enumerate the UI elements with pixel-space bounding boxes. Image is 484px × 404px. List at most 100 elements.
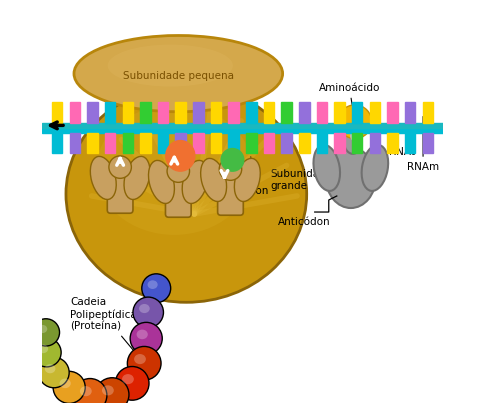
Bar	[369, 102, 379, 123]
Ellipse shape	[109, 156, 131, 178]
Bar	[299, 102, 309, 123]
Ellipse shape	[337, 105, 371, 139]
Ellipse shape	[134, 354, 146, 364]
Bar	[122, 133, 133, 153]
Bar	[299, 133, 309, 153]
Ellipse shape	[141, 274, 170, 303]
Ellipse shape	[80, 386, 91, 396]
Text: Cadeia
Polipeptídica
(Proteína): Cadeia Polipeptídica (Proteína)	[70, 297, 142, 361]
Bar	[387, 102, 397, 123]
Ellipse shape	[313, 145, 339, 191]
Bar	[69, 102, 80, 123]
Ellipse shape	[38, 325, 47, 333]
FancyBboxPatch shape	[217, 171, 243, 215]
Bar	[228, 133, 239, 153]
Bar	[211, 133, 221, 153]
Ellipse shape	[66, 86, 306, 302]
Text: RNAt: RNAt	[388, 147, 414, 157]
Ellipse shape	[74, 36, 282, 112]
Ellipse shape	[220, 148, 244, 172]
Bar	[140, 133, 151, 153]
Ellipse shape	[136, 330, 148, 339]
Bar	[193, 102, 203, 123]
Ellipse shape	[148, 160, 174, 204]
Bar	[87, 102, 97, 123]
Ellipse shape	[165, 140, 195, 172]
Text: Aminoácido: Aminoácido	[318, 83, 379, 119]
Bar	[263, 133, 273, 153]
Ellipse shape	[219, 158, 241, 180]
Bar	[422, 133, 432, 153]
Bar	[228, 102, 239, 123]
Ellipse shape	[234, 158, 260, 202]
Ellipse shape	[166, 160, 189, 182]
Ellipse shape	[124, 156, 150, 200]
Bar	[42, 128, 442, 133]
Ellipse shape	[200, 158, 226, 202]
Ellipse shape	[38, 345, 48, 353]
Bar	[404, 133, 415, 153]
Ellipse shape	[139, 304, 150, 313]
Ellipse shape	[122, 374, 134, 384]
Bar	[175, 102, 185, 123]
Bar	[351, 102, 362, 123]
FancyBboxPatch shape	[165, 173, 191, 217]
Ellipse shape	[60, 379, 71, 388]
Bar	[87, 133, 97, 153]
Ellipse shape	[39, 357, 69, 388]
Bar	[175, 133, 185, 153]
Ellipse shape	[349, 130, 357, 141]
Bar	[245, 133, 256, 153]
Bar	[333, 133, 344, 153]
Bar	[422, 102, 432, 123]
Bar	[351, 133, 362, 153]
Bar	[387, 133, 397, 153]
Ellipse shape	[53, 371, 85, 404]
Bar	[333, 102, 344, 123]
Text: Códon: Códon	[235, 157, 269, 196]
Ellipse shape	[343, 130, 361, 154]
Bar	[140, 102, 151, 123]
Ellipse shape	[182, 160, 208, 204]
Bar	[69, 133, 80, 153]
Text: Subunidade
grande: Subunidade grande	[270, 169, 332, 191]
Bar	[52, 133, 62, 153]
Ellipse shape	[102, 385, 114, 396]
Bar	[316, 133, 327, 153]
Ellipse shape	[115, 366, 149, 400]
Bar	[52, 102, 62, 123]
Ellipse shape	[130, 322, 162, 354]
Bar	[211, 102, 221, 123]
Bar	[281, 102, 291, 123]
Ellipse shape	[45, 364, 55, 373]
Ellipse shape	[73, 379, 106, 404]
Ellipse shape	[133, 297, 163, 328]
Ellipse shape	[32, 319, 60, 346]
Bar	[281, 133, 291, 153]
Text: Subunidade pequena: Subunidade pequena	[122, 71, 233, 81]
Bar	[157, 102, 168, 123]
Bar	[369, 133, 379, 153]
Ellipse shape	[96, 105, 252, 235]
Bar	[263, 102, 273, 123]
Bar	[122, 102, 133, 123]
Ellipse shape	[147, 280, 157, 289]
Bar	[316, 102, 327, 123]
Ellipse shape	[107, 44, 232, 86]
Ellipse shape	[361, 145, 387, 191]
Ellipse shape	[325, 148, 375, 208]
FancyBboxPatch shape	[107, 169, 133, 213]
Bar	[404, 102, 415, 123]
Bar	[105, 133, 115, 153]
Text: Anticódon: Anticódon	[278, 217, 330, 227]
Bar	[157, 133, 168, 153]
Ellipse shape	[90, 156, 116, 200]
Ellipse shape	[32, 338, 61, 367]
Bar	[193, 133, 203, 153]
Bar	[105, 102, 115, 123]
Text: RNAm: RNAm	[406, 116, 438, 172]
Bar	[42, 123, 442, 128]
Ellipse shape	[127, 347, 161, 380]
Bar	[245, 102, 256, 123]
Ellipse shape	[95, 378, 129, 404]
